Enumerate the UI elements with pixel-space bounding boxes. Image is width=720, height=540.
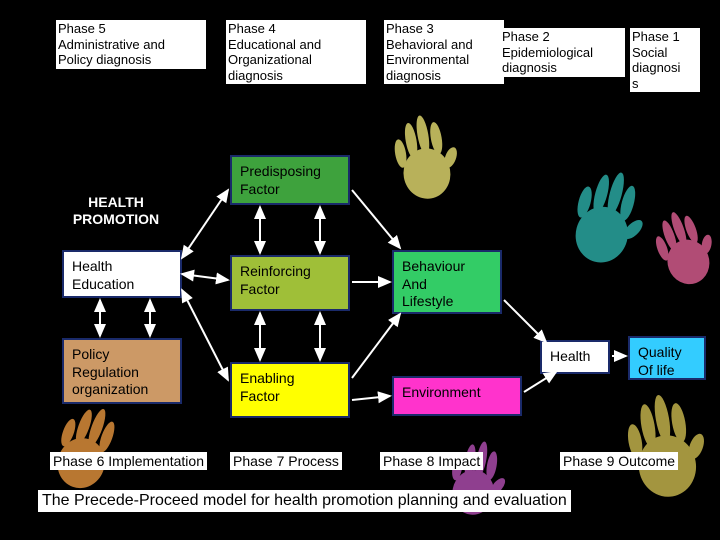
health-promotion-label: HEALTH PROMOTION xyxy=(46,194,186,228)
box-predisposing: PredisposingFactor xyxy=(230,155,350,205)
box-health_edu: HealthEducation xyxy=(62,250,182,298)
group-label-line2: PROMOTION xyxy=(73,211,159,227)
group-label-line1: HEALTH xyxy=(88,194,144,210)
handprint-icon xyxy=(432,435,517,530)
bottom-phase-1: Phase 7 Process xyxy=(230,452,342,470)
box-quality: QualityOf life xyxy=(628,336,706,380)
arrow xyxy=(182,190,228,258)
bottom-phase-0: Phase 6 Implementation xyxy=(50,452,207,470)
phase-label-p2: Phase 2Epidemiologicaldiagnosis xyxy=(500,28,625,77)
bottom-phase-3: Phase 9 Outcome xyxy=(560,452,678,470)
box-reinforcing: ReinforcingFactor xyxy=(230,255,350,311)
arrow xyxy=(524,372,556,392)
bottom-phase-2: Phase 8 Impact xyxy=(380,452,483,470)
phase-label-p4: Phase 4Educational andOrganizationaldiag… xyxy=(226,20,366,84)
arrow xyxy=(182,290,228,380)
arrow xyxy=(352,314,400,378)
caption-text: The Precede-Proceed model for health pro… xyxy=(42,492,567,509)
arrow xyxy=(352,396,390,400)
box-health: Health xyxy=(540,340,610,374)
diagram-caption: The Precede-Proceed model for health pro… xyxy=(38,490,571,512)
box-policy_reg: PolicyRegulationorganization xyxy=(62,338,182,404)
box-behaviour: BehaviourAndLifestyle xyxy=(392,250,502,314)
phase-label-p1: Phase 1Socialdiagnosis xyxy=(630,28,700,92)
phase-label-p3: Phase 3Behavioral andEnvironmentaldiagno… xyxy=(384,20,504,84)
handprint-icon xyxy=(377,109,473,216)
phase-label-p5: Phase 5Administrative andPolicy diagnosi… xyxy=(56,20,206,69)
box-environment: Environment xyxy=(392,376,522,416)
arrow xyxy=(504,300,546,342)
arrow xyxy=(182,274,228,280)
box-enabling: EnablingFactor xyxy=(230,362,350,418)
